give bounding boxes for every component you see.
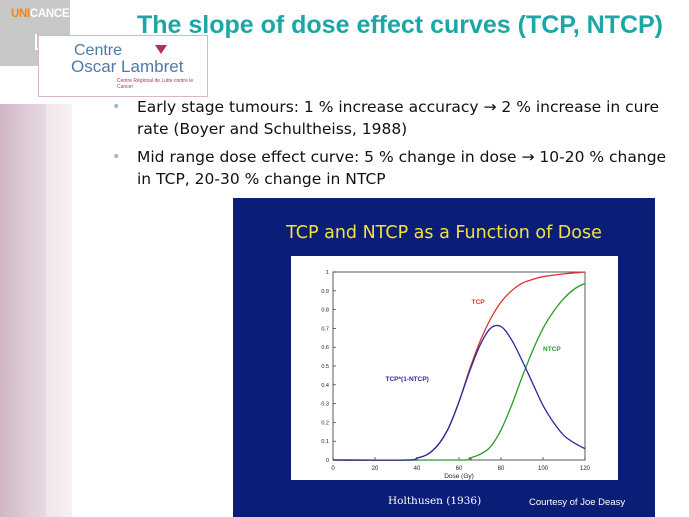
x-tick-label: 40 — [414, 466, 421, 472]
series-annotation-label: NTCP — [543, 346, 561, 353]
bullet-dot-icon: • — [112, 149, 121, 165]
centre-logo-tagline: Centre Régional de Lutte contre le Cance… — [117, 78, 194, 90]
centre-logo-line2: Oscar Lambret — [71, 57, 184, 76]
series-line — [332, 324, 586, 461]
y-tick-label: 0.9 — [321, 289, 329, 295]
y-tick-label: 0.6 — [321, 345, 329, 351]
bullet-text: Mid range dose effect curve: 5 % change … — [137, 148, 667, 188]
left-bar-stripe — [0, 104, 46, 517]
x-axis-label: Dose (Gy) — [444, 473, 474, 480]
left-decorative-bar — [0, 104, 72, 517]
series-line — [332, 282, 586, 461]
x-tick-label: 100 — [538, 466, 549, 472]
chart-title: TCP and NTCP as a Function of Dose — [286, 223, 602, 243]
x-tick-label: 120 — [580, 466, 591, 472]
slide-title: The slope of dose effect curves (TCP, NT… — [136, 11, 664, 39]
centre-oscar-lambret-logo: Centre Oscar Lambret Centre Régional de … — [38, 35, 208, 97]
bullet-text: Early stage tumours: 1 % increase accura… — [137, 98, 660, 138]
series-annotation-label: TCP*(1-NTCP) — [386, 376, 429, 383]
unicancer-wordmark: UNICANCER — [11, 8, 78, 20]
bullet-item: • Early stage tumours: 1 % increase accur… — [112, 96, 684, 140]
dose-effect-chart: 0 20 40 60 80 100 120 0 0.1 0.2 0.3 0.4 0.5 0.6 0.7 0.8… — [321, 270, 591, 480]
unicancer-part2: CANCER — [29, 8, 78, 20]
y-tick-label: 0.7 — [321, 326, 329, 332]
centre-logo-line1: Centre — [74, 42, 123, 59]
y-tick-label: 0.8 — [321, 308, 329, 314]
series-line — [332, 271, 586, 461]
x-tick-label: 20 — [372, 466, 379, 472]
bullet-list: • Early stage tumours: 1 % increase accur… — [112, 96, 684, 196]
unicancer-part1: UNI — [11, 8, 30, 20]
plot-area: 0 20 40 60 80 100 120 0 0.1 0.2 0.3 0.4 0.5 0.6 0.7 0.8… — [291, 256, 618, 480]
y-tick-label: 1 — [326, 270, 329, 276]
bullet-item: • Mid range dose effect curve: 5 % change… — [112, 146, 684, 190]
dose-effect-figure: TCP and NTCP as a Function of Dose 0 20 40… — [233, 198, 655, 517]
y-tick-label: 0.4 — [321, 383, 329, 389]
y-tick-label: 0 — [326, 458, 329, 464]
x-tick-label: 60 — [456, 466, 463, 472]
plot-frame — [332, 271, 586, 461]
credit-deasy: Courtesy of Joe Deasy — [529, 497, 626, 508]
credit-holthusen: Holthusen (1936) — [388, 495, 482, 507]
y-tick-label: 0.1 — [321, 439, 329, 445]
centre-logo-mark-icon — [155, 45, 167, 54]
y-tick-label: 0.2 — [321, 420, 329, 426]
y-tick-label: 0.3 — [321, 402, 329, 408]
unicancer-logo: UNICANCER — [0, 0, 78, 66]
y-tick-label: 0.5 — [321, 364, 329, 370]
x-tick-label: 80 — [498, 466, 505, 472]
series-annotation-label: TCP — [472, 299, 486, 306]
x-tick-label: 0 — [331, 466, 335, 472]
bullet-dot-icon: • — [112, 99, 121, 115]
